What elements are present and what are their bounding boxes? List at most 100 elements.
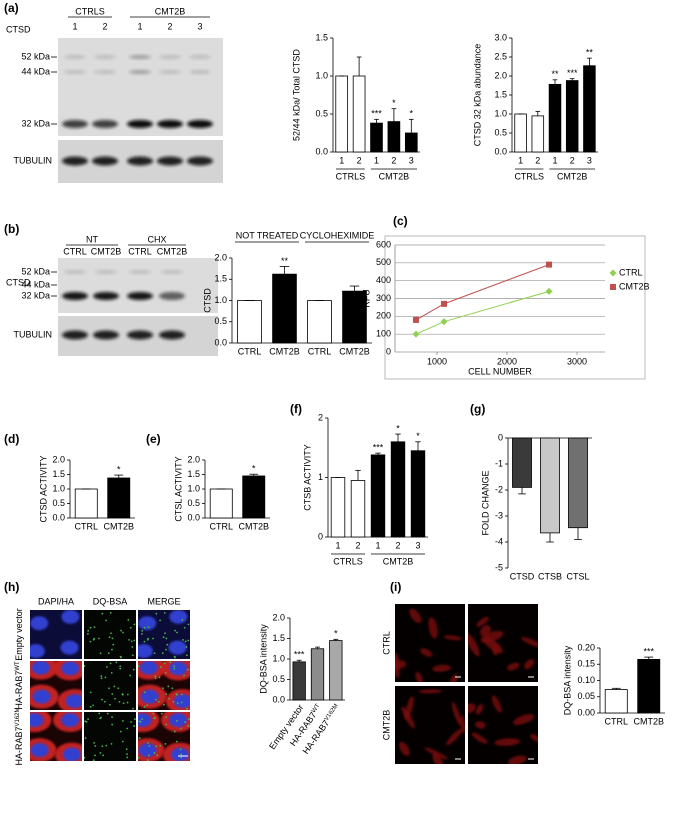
puncta <box>107 652 110 655</box>
cell <box>480 625 491 637</box>
group-label: CTRLS <box>336 171 366 181</box>
blot-band <box>129 270 151 274</box>
x-tick-label: CTSB <box>538 571 562 581</box>
micrograph-bg <box>395 604 465 682</box>
puncta <box>173 667 176 670</box>
bar <box>237 300 262 344</box>
puncta <box>129 626 132 629</box>
puncta <box>111 716 113 719</box>
blot-band <box>93 330 119 340</box>
cell <box>507 662 520 671</box>
puncta <box>187 725 189 727</box>
puncta <box>98 712 101 715</box>
row-label-text: HA-RAB7 <box>14 727 24 766</box>
lane-label: 2 <box>167 21 172 31</box>
puncta <box>180 753 182 756</box>
y-axis-label: FOLD CHANGE <box>480 470 490 535</box>
puncta <box>160 712 163 715</box>
puncta <box>166 643 169 646</box>
puncta <box>159 744 162 747</box>
point <box>440 318 448 326</box>
y-tick-label: 200 <box>376 311 391 321</box>
blot-group: NT <box>86 234 98 244</box>
puncta <box>111 637 114 640</box>
puncta <box>133 718 136 720</box>
puncta <box>148 754 150 757</box>
puncta <box>184 721 186 723</box>
blot-band <box>94 70 116 74</box>
y-tick-label: 400 <box>376 275 391 285</box>
y-tick-label: 0.10 <box>577 675 595 685</box>
blot-band <box>93 292 119 300</box>
y-tick-label: 500 <box>376 257 391 267</box>
y-tick-label: 2 <box>318 412 323 422</box>
significance: ** <box>586 48 594 58</box>
x-tick-label: 1000 <box>427 356 447 366</box>
puncta <box>162 636 165 639</box>
nucleus <box>61 661 80 676</box>
puncta <box>163 662 166 665</box>
puncta <box>127 619 130 621</box>
blot-band <box>62 292 88 300</box>
puncta <box>146 759 149 761</box>
puncta <box>152 637 154 640</box>
puncta <box>160 666 162 668</box>
nucleus <box>65 694 82 709</box>
puncta <box>171 687 174 690</box>
blot-membrane <box>58 258 218 313</box>
puncta <box>100 675 103 678</box>
micrograph-bg <box>84 610 136 659</box>
puncta <box>89 705 92 708</box>
puncta <box>128 638 130 641</box>
series-line <box>415 264 550 321</box>
puncta <box>131 646 134 648</box>
puncta <box>169 661 172 664</box>
blot-band <box>62 120 88 128</box>
blot-band <box>64 55 86 59</box>
point <box>546 261 552 268</box>
y-tick-label: -5 <box>495 562 503 572</box>
row-label-sup: V162M <box>15 707 21 726</box>
significance: *** <box>294 650 305 660</box>
blot-band <box>161 270 183 274</box>
x-tick-label: CTRL <box>238 346 262 356</box>
puncta <box>179 748 182 751</box>
cell <box>401 706 415 729</box>
y-axis-label: RFU <box>361 289 371 308</box>
puncta <box>129 674 132 677</box>
y-tick-label: 0.0 <box>272 694 285 704</box>
blot-band <box>189 70 211 74</box>
puncta <box>154 675 157 678</box>
puncta <box>173 730 176 733</box>
bar <box>310 648 325 701</box>
significance: *** <box>371 109 382 119</box>
nucleus <box>170 747 189 761</box>
y-tick-label: 2.0 <box>494 70 507 80</box>
puncta <box>164 671 167 674</box>
y-tick-label: 0.5 <box>214 316 227 326</box>
bar <box>565 80 579 153</box>
puncta <box>131 654 134 657</box>
significance: * <box>252 464 256 474</box>
cell <box>432 664 451 672</box>
blot-band <box>189 55 211 59</box>
puncta <box>165 648 167 651</box>
blot-band <box>62 156 88 166</box>
puncta <box>143 626 146 629</box>
cell <box>443 635 462 641</box>
y-tick-label: 0.0 <box>214 337 227 347</box>
cell <box>483 637 503 654</box>
nucleus <box>30 713 44 728</box>
cell <box>524 659 535 670</box>
puncta <box>133 725 135 727</box>
puncta <box>99 717 102 720</box>
x-tick-label: 3 <box>409 155 414 165</box>
puncta <box>101 698 103 701</box>
blot-band <box>127 330 153 340</box>
puncta <box>153 652 156 655</box>
y-tick-label: 600 <box>376 239 391 249</box>
puncta <box>156 754 159 757</box>
y-tick-label: 1.0 <box>214 295 227 305</box>
x-tick-label: CMT2B <box>339 346 370 356</box>
